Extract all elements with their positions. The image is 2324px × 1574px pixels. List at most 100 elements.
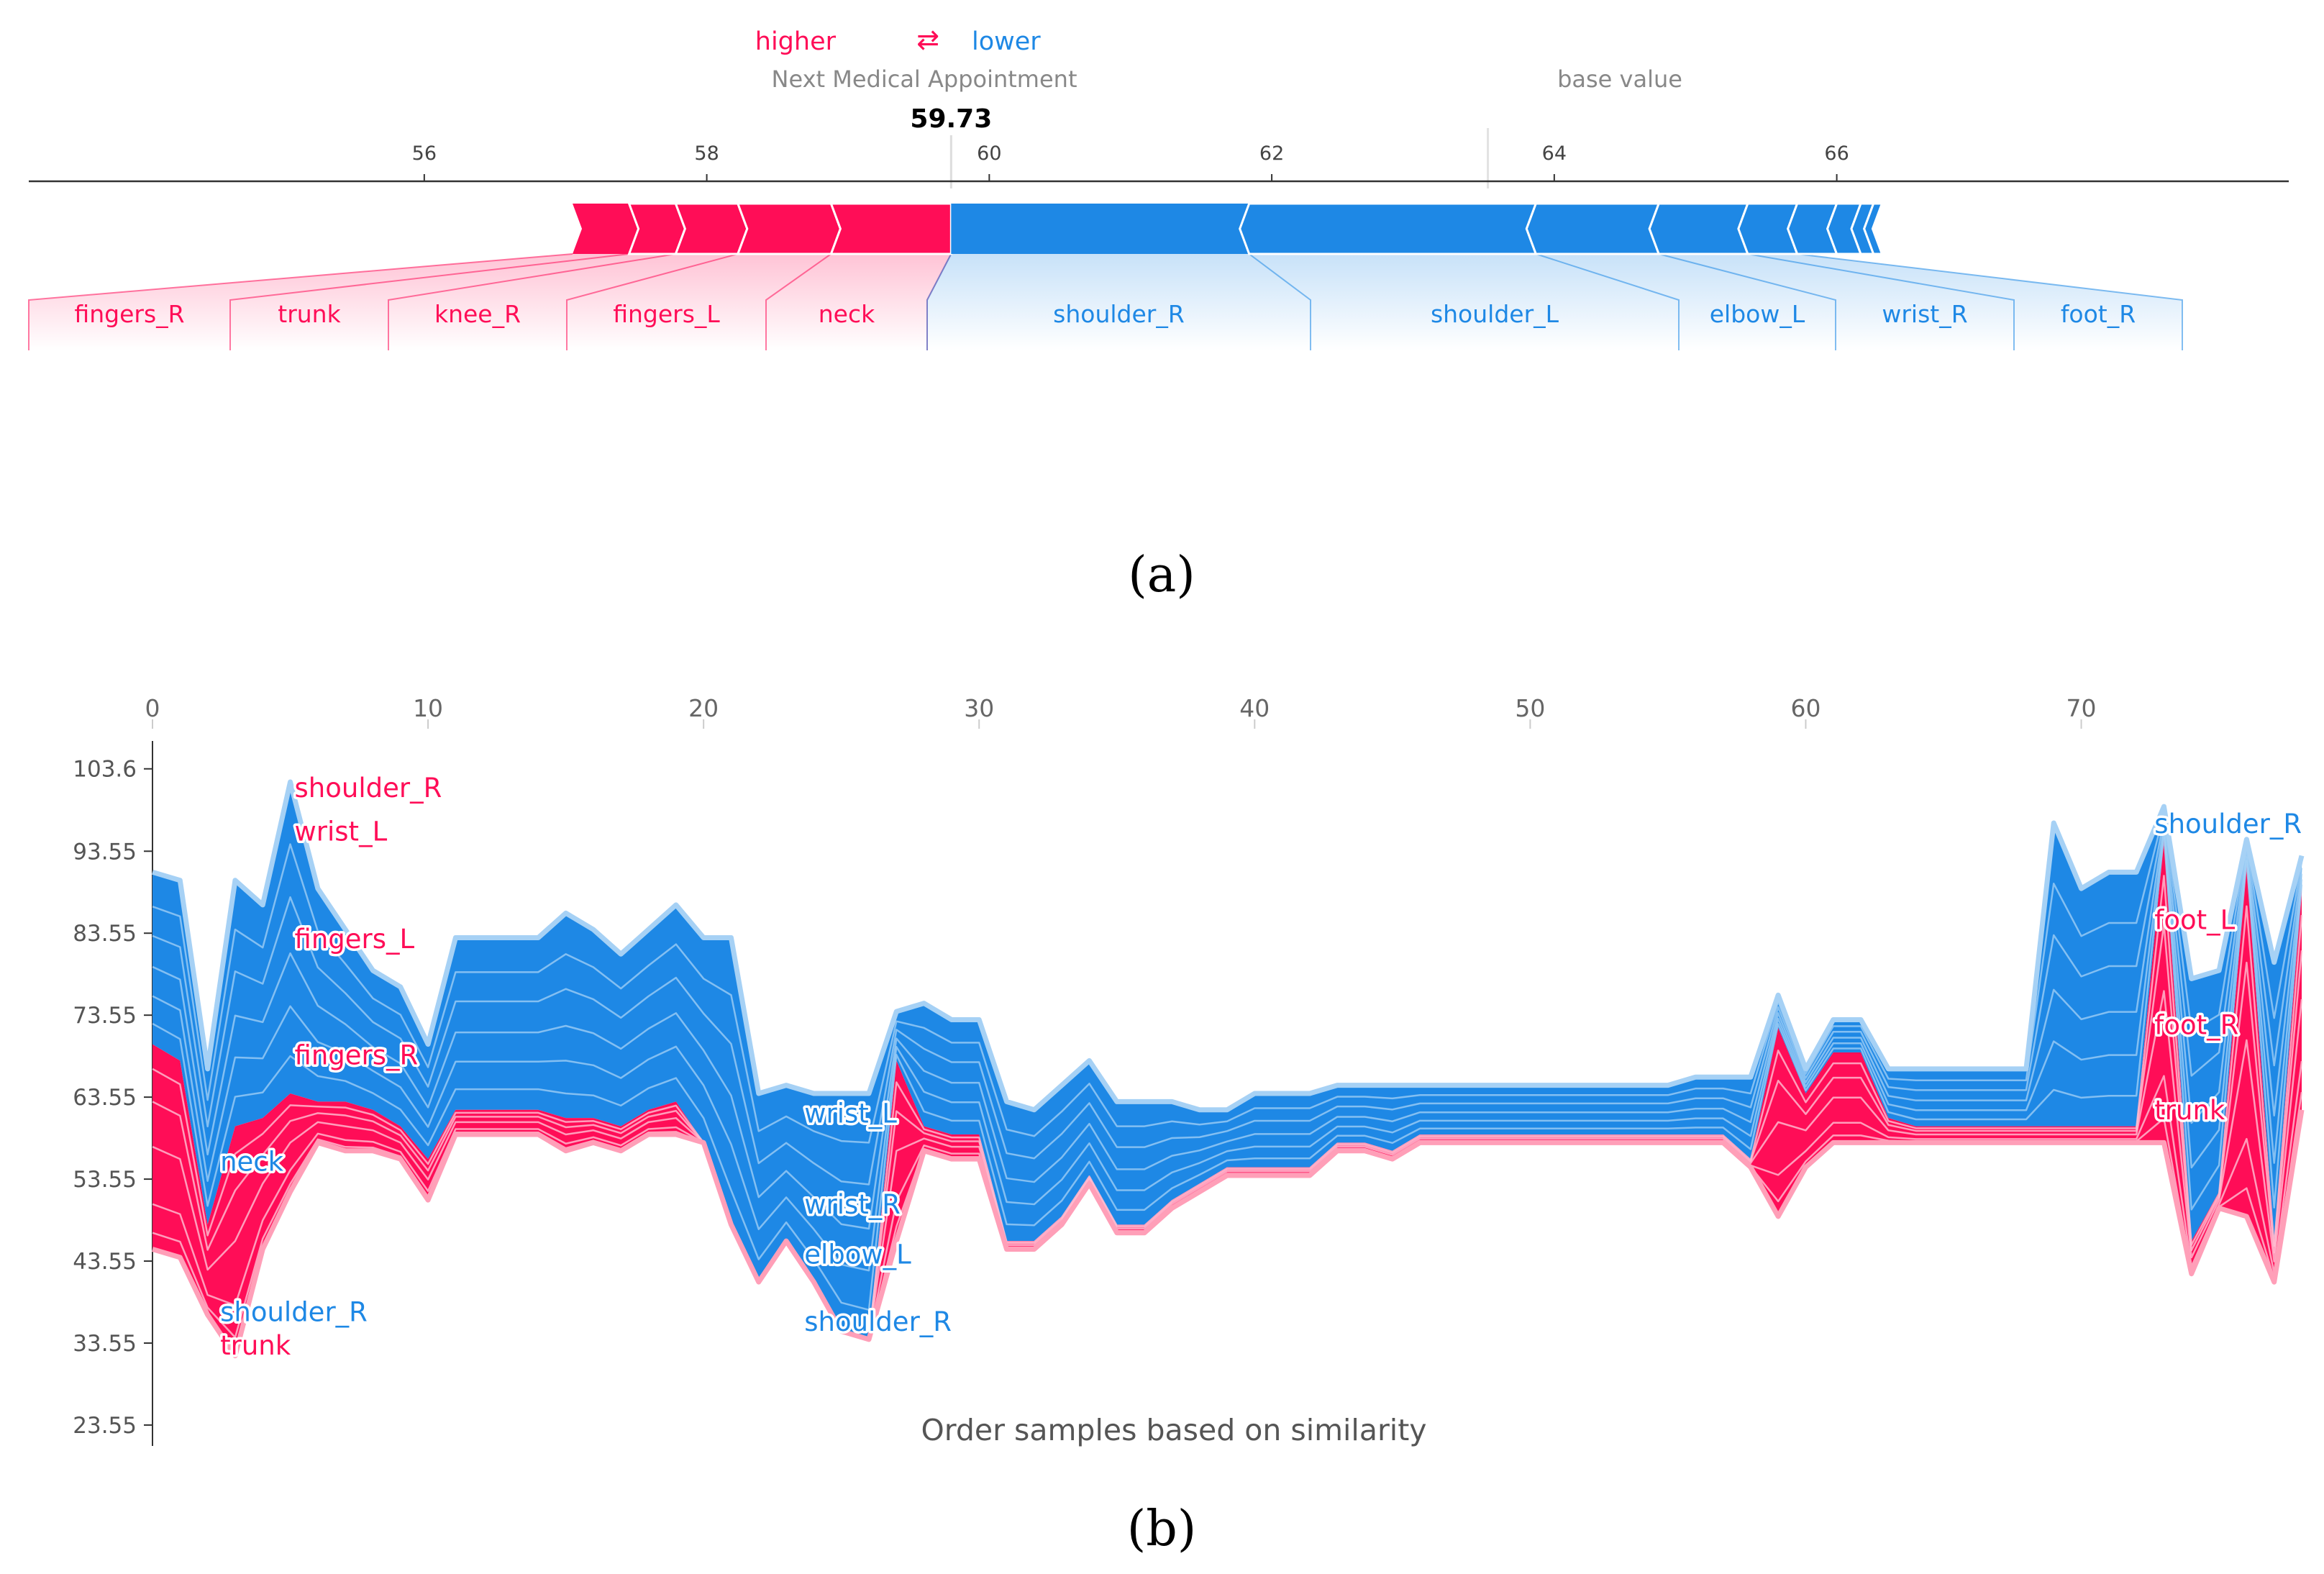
- axis-tick-label: 62: [1259, 142, 1284, 165]
- output-name: Next Medical Appointment: [772, 65, 1077, 93]
- x-tick-label: 10: [413, 694, 443, 722]
- x-tick-label: 30: [964, 694, 994, 722]
- axis-tick-label: 58: [694, 142, 719, 165]
- force-link-edge: [1747, 253, 2015, 350]
- output-value: 59.73: [910, 104, 992, 134]
- area-feature-label: trunk: [2154, 1095, 2225, 1126]
- force-block-lower: [1648, 202, 1750, 255]
- area-feature-label: shoulder_R: [220, 1296, 368, 1327]
- force-block-higher: [573, 204, 639, 254]
- force-feature-labels: fingers_R trunk knee_R fingers_L neck shoulde…: [74, 300, 2136, 328]
- axis-tick-label: 64: [1542, 142, 1567, 165]
- x-axis-label: Order samples based on similarity: [921, 1413, 1426, 1447]
- lower-contribution-streak: [152, 812, 2303, 1144]
- feature-label-lower: foot_R: [2061, 300, 2136, 328]
- x-tick-label: 50: [1515, 694, 1545, 722]
- output-edge: [152, 779, 2305, 1113]
- force-link-edge: [28, 253, 573, 350]
- feature-label-lower: wrist_R: [1882, 300, 1967, 328]
- force-block-higher: [674, 202, 749, 255]
- force-link-fill: [927, 254, 1311, 350]
- force-block-higher: [627, 202, 686, 255]
- higher-contribution-streak: [152, 875, 2303, 1341]
- area-feature-label: wrist_R: [804, 1189, 901, 1220]
- axis-tick-label: 66: [1824, 142, 1849, 165]
- feature-label-higher: neck: [819, 300, 875, 328]
- x-tick-label: 60: [1790, 694, 1821, 722]
- force-link-edge: [765, 253, 831, 350]
- bottom-edge: [152, 1109, 2305, 1359]
- force-link-fill: [766, 254, 952, 350]
- feature-label-higher: fingers_R: [74, 300, 184, 328]
- y-tick-label: 23.55: [73, 1413, 137, 1439]
- axis-tick-label: 60: [977, 142, 1001, 165]
- stacked-force-panel: 103.6 93.55 83.55 73.55 63.55 53.55 43.55 33.55…: [73, 694, 2305, 1557]
- y-tick-label: 83.55: [73, 921, 137, 947]
- force-blocks: [573, 202, 1884, 255]
- force-axis-ticks: 56 58 60 62 64 66: [412, 128, 1849, 188]
- force-link-fill: [29, 254, 629, 350]
- legend-lower: lower: [972, 27, 1041, 56]
- force-block-higher: [736, 202, 842, 255]
- x-tick-label: 70: [2066, 694, 2097, 722]
- area-feature-label: neck: [220, 1147, 284, 1178]
- area-feature-label: shoulder_R: [804, 1306, 952, 1337]
- area-feature-label: shoulder_R: [2154, 809, 2302, 840]
- feature-label-higher: knee_R: [434, 300, 521, 328]
- legend-arrow-icon: ⇄: [916, 24, 939, 55]
- force-plot-panel: higher ⇄ lower Next Medical Appointment …: [28, 24, 2289, 604]
- force-link-fill: [567, 254, 831, 350]
- area-lower-contributions: [152, 781, 2302, 1339]
- force-link-fill: [1659, 254, 2014, 350]
- force-link-fill: [1249, 254, 1679, 350]
- area-feature-label: fingers_R: [295, 1040, 419, 1071]
- area-feature-label: shoulder_R: [295, 773, 442, 804]
- y-tick-label: 63.55: [73, 1085, 137, 1111]
- area-feature-label: elbow_L: [804, 1239, 911, 1270]
- force-link-edge: [566, 253, 739, 350]
- force-block-lower: [951, 204, 1249, 254]
- base-value-label: base value: [1557, 65, 1682, 93]
- force-link-edge: [229, 253, 629, 350]
- force-link-fill: [388, 254, 738, 350]
- caption-b: (b): [1127, 1501, 1197, 1557]
- force-link-edge: [1797, 253, 2183, 350]
- caption-a: (a): [1128, 547, 1195, 604]
- force-link-edge: [1249, 253, 1311, 350]
- stacked-axes: 103.6 93.55 83.55 73.55 63.55 53.55 43.55 33.55…: [73, 694, 2097, 1446]
- axis-tick-label: 56: [412, 142, 437, 165]
- force-link-fill: [230, 254, 676, 350]
- legend-higher: higher: [755, 27, 837, 56]
- force-block-lower: [1525, 202, 1661, 255]
- force-link-edge: [926, 253, 952, 350]
- y-tick-label: 33.55: [73, 1331, 137, 1357]
- y-tick-label: 103.6: [73, 757, 137, 783]
- lower-contribution-streak: [152, 817, 2303, 1186]
- force-link-edge: [1536, 253, 1680, 350]
- lower-contribution-streak: [152, 823, 2303, 1230]
- feature-label-lower: shoulder_R: [1053, 300, 1185, 328]
- y-tick-label: 93.55: [73, 839, 137, 865]
- higher-contribution-streak: [152, 923, 2303, 1341]
- area-feature-label: foot_R: [2154, 1009, 2238, 1040]
- force-block-higher: [829, 202, 952, 255]
- stacked-lines: [152, 779, 2305, 1359]
- lower-contribution-streak: [152, 834, 2303, 1311]
- force-block-lower: [1239, 202, 1538, 255]
- y-tick-label: 53.55: [73, 1167, 137, 1193]
- force-link-edge: [1658, 253, 1836, 350]
- area-feature-label: trunk: [220, 1330, 291, 1361]
- x-tick-label: 20: [688, 694, 719, 722]
- y-tick-label: 73.55: [73, 1003, 137, 1029]
- feature-label-lower: elbow_L: [1710, 300, 1805, 328]
- x-tick-label: 40: [1239, 694, 1270, 722]
- lower-contribution-streak: [152, 829, 2303, 1272]
- area-feature-label: wrist_L: [295, 816, 388, 847]
- area-feature-label: wrist_L: [804, 1098, 897, 1129]
- feature-label-higher: fingers_L: [613, 300, 720, 328]
- force-block-lower: [1863, 202, 1884, 255]
- x-tick-label: 0: [145, 694, 160, 722]
- y-tick-label: 43.55: [73, 1249, 137, 1275]
